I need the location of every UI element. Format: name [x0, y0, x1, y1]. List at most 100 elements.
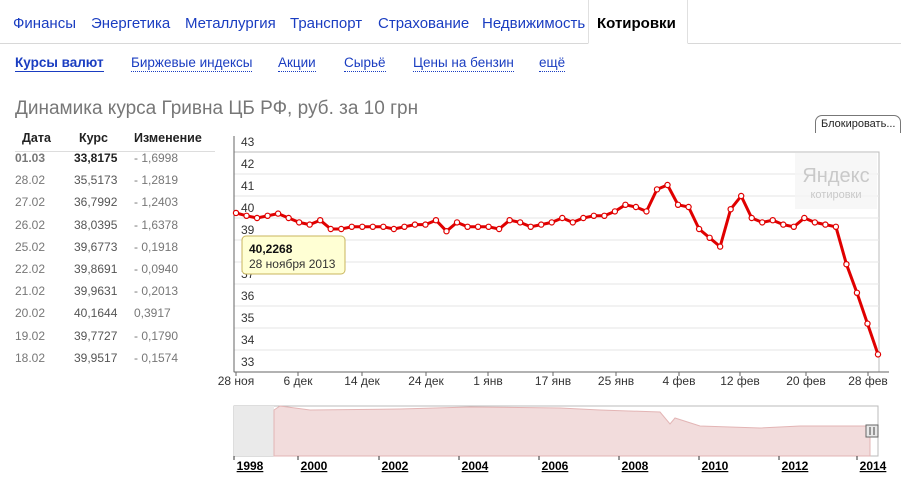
row-rate: 40,1644 — [74, 306, 118, 321]
data-point — [643, 208, 650, 215]
navigator-year-label: 2010 — [702, 459, 729, 473]
x-tick-label: 4 фев — [663, 374, 696, 388]
nav-energy[interactable]: Энергетика — [91, 15, 171, 32]
x-tick-label: 24 дек — [408, 374, 444, 388]
navigator-handle — [865, 424, 879, 438]
data-point — [274, 210, 282, 217]
data-point — [790, 223, 798, 230]
data-point — [706, 234, 713, 241]
row-rate: 35,5173 — [74, 173, 118, 188]
data-point — [285, 214, 292, 222]
table-row: 21.02 39,9631 - 0,2013 — [15, 284, 215, 306]
subnav-stock-indices[interactable]: Биржевые индексы — [131, 55, 253, 72]
data-point — [769, 216, 776, 224]
data-point — [327, 225, 334, 233]
header-rate: Курс — [79, 131, 109, 145]
nav-transport[interactable]: Транспорт — [290, 15, 363, 32]
table-header: Дата Курс Изменение — [15, 131, 215, 151]
tooltip-date: 28 ноября 2013 — [249, 257, 336, 271]
data-point — [727, 205, 734, 213]
data-point — [822, 221, 829, 228]
data-point — [474, 223, 482, 230]
navigator-year-label: 2008 — [622, 459, 649, 473]
navigator-year-label: 2002 — [382, 459, 409, 473]
y-tick-label: 36 — [241, 289, 255, 303]
row-change: - 1,2819 — [134, 173, 179, 188]
data-point — [359, 223, 366, 230]
x-tick-label: 12 фев — [720, 374, 760, 388]
data-point — [443, 227, 450, 235]
subnav-shares[interactable]: Акции — [278, 55, 316, 72]
row-rate: 39,6773 — [74, 239, 118, 254]
row-rate: 33,8175 — [74, 151, 118, 165]
data-point — [495, 225, 503, 233]
data-point — [811, 219, 819, 226]
row-rate: 39,9631 — [74, 284, 118, 299]
data-point — [432, 216, 440, 224]
x-tick-label: 17 янв — [535, 374, 571, 388]
navigator-year-label: 1998 — [237, 459, 264, 473]
data-point — [306, 221, 313, 228]
subnav-fuel-prices[interactable]: Цены на бензин — [413, 55, 514, 72]
data-point — [559, 214, 566, 222]
data-point — [780, 221, 787, 228]
page-title: Динамика курса Гривна ЦБ РФ, руб. за 10 … — [15, 98, 419, 119]
data-point — [801, 214, 808, 222]
header-date: Дата — [22, 131, 51, 145]
data-point — [843, 261, 850, 268]
data-point — [580, 214, 587, 222]
nav-quotes[interactable]: Котировки — [597, 15, 676, 32]
data-point — [685, 203, 692, 211]
nav-real-estate[interactable]: Недвижимость — [482, 15, 586, 32]
table-row: 26.02 38,0395 - 1,6378 — [15, 218, 215, 240]
tooltip-value: 40,2268 — [249, 242, 293, 256]
nav-metallurgy[interactable]: Металлургия — [185, 15, 276, 32]
row-change: - 1,2403 — [134, 195, 179, 210]
table-row: 18.02 39,9517 - 0,1574 — [15, 351, 215, 373]
row-date: 25.02 — [15, 239, 46, 254]
active-tab-background — [588, 0, 688, 44]
table-row: 27.02 36,7992 - 1,2403 — [15, 195, 215, 217]
table-row: 22.02 39,8691 - 0,0940 — [15, 262, 215, 284]
header-change: Изменение — [134, 131, 202, 145]
data-point — [601, 212, 608, 219]
data-point — [548, 219, 555, 226]
x-tick-label: 6 дек — [284, 374, 314, 388]
row-date: 28.02 — [15, 173, 46, 188]
navigator-year-label: 2006 — [542, 459, 569, 473]
data-point — [569, 219, 576, 226]
row-rate: 39,7727 — [74, 328, 118, 343]
navigator-year-label: 2012 — [782, 459, 809, 473]
table-row: 28.02 35,5173 - 1,2819 — [15, 173, 215, 195]
data-point — [516, 219, 524, 226]
x-tick-label: 14 дек — [344, 374, 380, 388]
x-tick-label: 1 янв — [473, 374, 503, 388]
navigator-year-label: 2004 — [462, 459, 489, 473]
data-point — [527, 223, 534, 230]
subnav-raw-materials[interactable]: Сырьё — [344, 55, 386, 72]
navigator-area — [273, 405, 871, 457]
block-button[interactable]: Блокировать... — [815, 115, 901, 133]
row-change: 0,3917 — [134, 306, 171, 321]
row-rate: 38,0395 — [74, 217, 118, 232]
subnav-more[interactable]: ещё — [539, 55, 566, 72]
data-point — [316, 216, 324, 224]
data-point — [453, 219, 461, 226]
y-tick-label: 40 — [241, 201, 255, 215]
nav-finance[interactable]: Финансы — [13, 15, 76, 32]
data-point — [348, 223, 355, 230]
row-date: 18.02 — [15, 350, 46, 365]
nav-insurance[interactable]: Страхование — [378, 15, 470, 32]
data-point — [632, 203, 640, 211]
data-point — [611, 208, 619, 215]
row-rate: 39,8691 — [74, 261, 118, 276]
row-date: 22.02 — [15, 261, 46, 276]
navigator-year-label: 2014 — [860, 459, 887, 473]
y-tick-label: 43 — [241, 135, 255, 149]
data-point — [506, 216, 513, 224]
table-row: 20.02 40,1644 0,3917 — [15, 306, 215, 328]
subnav-currency-rates[interactable]: Курсы валют — [15, 55, 104, 72]
data-point — [737, 192, 745, 200]
data-point — [411, 221, 419, 228]
